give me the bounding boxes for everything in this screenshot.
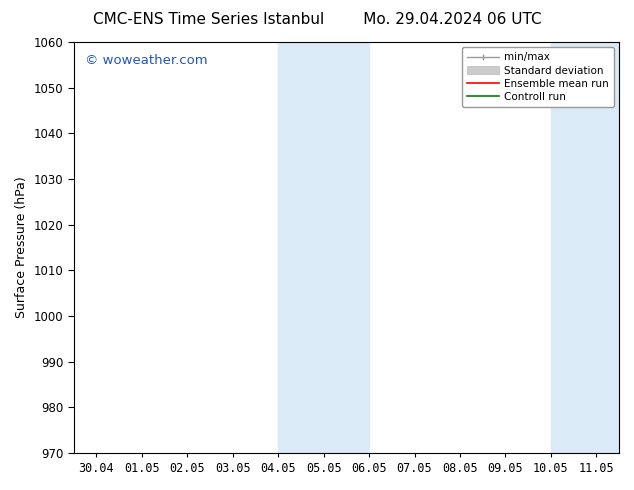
Bar [551, 42, 634, 453]
Legend: min/max, Standard deviation, Ensemble mean run, Controll run: min/max, Standard deviation, Ensemble me… [462, 47, 614, 107]
Bar [278, 42, 369, 453]
Y-axis label: Surface Pressure (hPa): Surface Pressure (hPa) [15, 176, 28, 318]
Text: © woweather.com: © woweather.com [84, 54, 207, 68]
Text: CMC-ENS Time Series Istanbul        Mo. 29.04.2024 06 UTC: CMC-ENS Time Series Istanbul Mo. 29.04.2… [93, 12, 541, 27]
